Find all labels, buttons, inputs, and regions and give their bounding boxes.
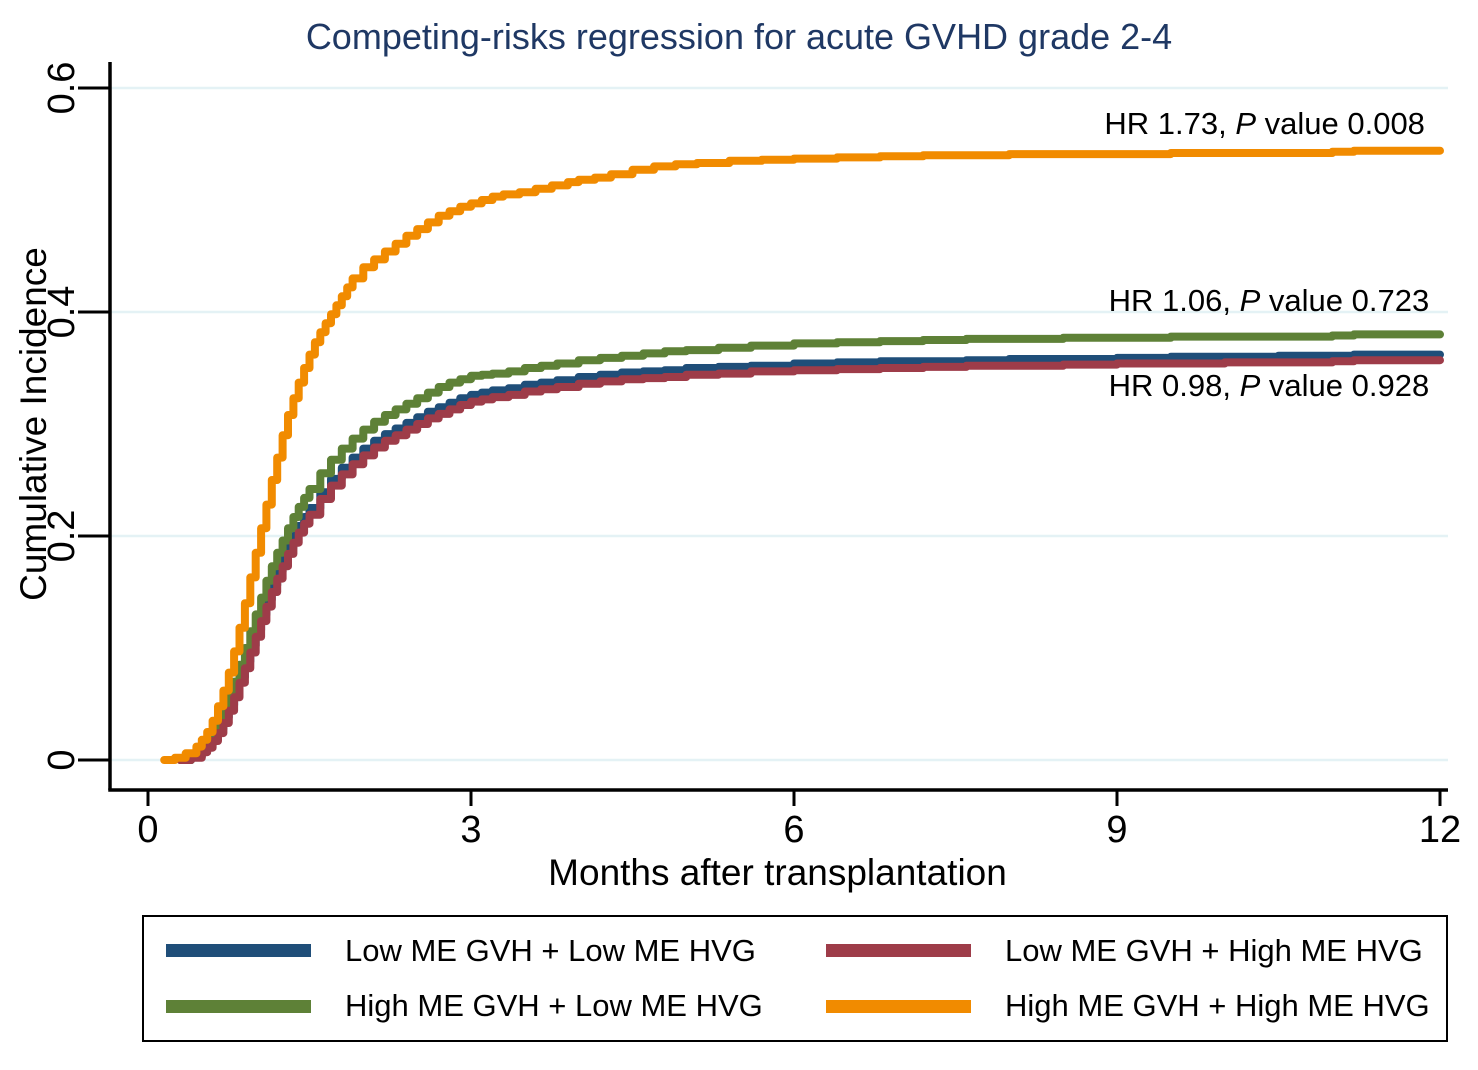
legend-label: High ME GVH + High ME HVG bbox=[1005, 988, 1430, 1024]
annotation-text: HR 0.98, bbox=[1108, 367, 1240, 403]
series-line-0 bbox=[176, 350, 1444, 764]
y-tick-label: 0.4 bbox=[41, 286, 83, 339]
x-tick-label: 3 bbox=[460, 809, 481, 851]
legend-swatch-orange bbox=[826, 999, 971, 1013]
annotation-text: value 0.928 bbox=[1260, 367, 1430, 403]
annotation-text: HR 1.06, bbox=[1108, 282, 1240, 318]
x-axis-title: Months after transplantation bbox=[548, 852, 1007, 893]
x-tick-label: 9 bbox=[1106, 809, 1127, 851]
legend-item-high-low: High ME GVH + Low ME HVG bbox=[166, 988, 826, 1024]
series-line-1 bbox=[176, 356, 1444, 764]
legend: Low ME GVH + Low ME HVG Low ME GVH + Hig… bbox=[142, 915, 1448, 1042]
annotation-italic-p: P bbox=[1235, 105, 1257, 141]
legend-label: Low ME GVH + Low ME HVG bbox=[345, 932, 756, 968]
y-tick-label: 0 bbox=[41, 749, 83, 770]
legend-item-low-high: Low ME GVH + High ME HVG bbox=[826, 933, 1446, 969]
annotation-text: value 0.723 bbox=[1260, 282, 1430, 318]
legend-swatch-green bbox=[166, 999, 311, 1013]
y-tick-label: 0.6 bbox=[41, 62, 83, 115]
annotation-italic-p: P bbox=[1239, 282, 1261, 318]
legend-swatch-navy bbox=[166, 944, 311, 958]
series-line-3 bbox=[160, 146, 1444, 764]
legend-item-low-low: Low ME GVH + Low ME HVG bbox=[166, 933, 826, 969]
legend-item-high-high: High ME GVH + High ME HVG bbox=[826, 988, 1446, 1024]
x-tick-label: 6 bbox=[783, 809, 804, 851]
series-line-2 bbox=[176, 330, 1444, 764]
chart-title: Competing-risks regression for acute GVH… bbox=[305, 16, 1173, 57]
annotation-hr-green: HR 1.06, P value 0.723 bbox=[1109, 281, 1430, 321]
annotation-hr-orange: HR 1.73, P value 0.008 bbox=[1104, 104, 1425, 144]
annotation-hr-navy-maroon: HR 0.98, P value 0.928 bbox=[1109, 366, 1430, 406]
annotation-italic-p: P bbox=[1239, 367, 1261, 403]
annotation-text: value 0.008 bbox=[1256, 105, 1425, 141]
y-tick-label: 0.2 bbox=[41, 510, 83, 563]
x-tick-label: 12 bbox=[1419, 809, 1461, 851]
legend-label: High ME GVH + Low ME HVG bbox=[345, 988, 763, 1024]
annotation-text: HR 1.73, bbox=[1104, 105, 1236, 141]
legend-label: Low ME GVH + High ME HVG bbox=[1005, 932, 1423, 968]
y-axis-title: Cumulative Incidence bbox=[13, 247, 54, 601]
x-tick-label: 0 bbox=[137, 809, 158, 851]
legend-swatch-maroon bbox=[826, 944, 971, 958]
